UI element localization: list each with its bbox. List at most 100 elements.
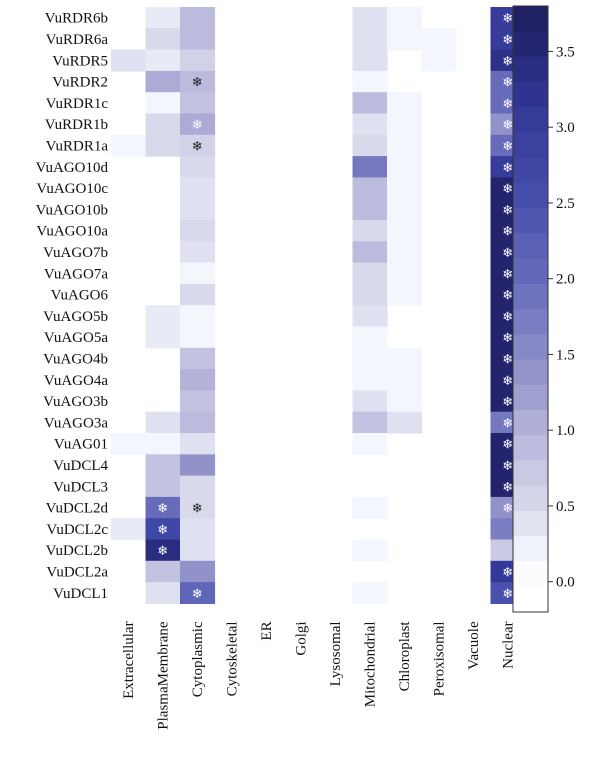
heatmap-cell <box>180 433 216 455</box>
heatmap-cell <box>180 70 216 93</box>
significance-asterisk: ❄ <box>502 246 513 261</box>
row-label: VuAGO5a <box>44 330 108 346</box>
heatmap-cell <box>180 28 216 51</box>
heatmap-cell <box>352 156 388 178</box>
heatmap-cell <box>387 390 423 413</box>
heatmap-cell <box>145 7 181 29</box>
significance-asterisk: ❄ <box>502 33 513 48</box>
row-label: VuRDR6a <box>46 32 109 48</box>
heatmap-cell <box>180 539 216 562</box>
row-label: VuDCL1 <box>53 586 108 602</box>
row-label: VuAGO10c <box>36 181 108 197</box>
heatmap-cell <box>352 539 388 562</box>
column-label: Cytoskeletal <box>225 621 241 696</box>
heatmap-cell <box>352 326 388 349</box>
significance-asterisk: ❄ <box>502 331 513 346</box>
colorbar-segment <box>513 435 548 461</box>
colorbar <box>512 5 549 613</box>
colorbar-segment <box>513 132 548 158</box>
row-label: VuAGO10d <box>36 160 109 176</box>
row-label: VuDCL2c <box>46 522 108 538</box>
heatmap-cell <box>180 198 216 221</box>
column-label: Mitochondrial <box>363 621 379 707</box>
heatmap-cell <box>180 560 216 583</box>
column-label: Extracellular <box>121 621 137 698</box>
colorbar-segment <box>513 157 548 184</box>
heatmap-cell <box>145 454 181 477</box>
significance-asterisk: ❄ <box>502 352 513 367</box>
significance-asterisk: ❄ <box>502 374 513 389</box>
heatmap-cell <box>352 369 388 391</box>
heatmap-cell <box>111 433 147 455</box>
heatmap-cell <box>145 496 181 519</box>
row-label: VuAGO6 <box>51 288 109 304</box>
heatmap-cell <box>145 326 181 349</box>
heatmap-cells <box>111 7 526 604</box>
column-label: Nuclear <box>501 621 517 668</box>
heatmap-cell <box>180 283 216 306</box>
significance-asterisk: ❄ <box>192 139 203 154</box>
heatmap-cell <box>180 518 216 541</box>
significance-asterisk: ❄ <box>502 97 513 112</box>
colorbar-segment <box>513 6 548 32</box>
significance-asterisk: ❄ <box>502 289 513 304</box>
heatmap-cell <box>352 283 388 306</box>
heatmap-cell <box>387 241 423 264</box>
heatmap-cell <box>387 156 423 178</box>
row-label: VuAGO3a <box>44 415 108 431</box>
colorbar-segment <box>513 359 548 386</box>
heatmap-cell <box>180 582 216 604</box>
colorbar-segment <box>513 586 548 613</box>
row-label: VuDCL4 <box>53 458 108 474</box>
colorbar-segment <box>513 182 548 209</box>
heatmap-cell <box>145 70 181 93</box>
heatmap-cell <box>352 70 388 93</box>
significance-asterisk: ❄ <box>502 587 513 602</box>
colorbar-tick-label: 1.0 <box>556 423 575 439</box>
colorbar-tick-label: 2.5 <box>556 196 575 212</box>
heatmap-cell <box>145 560 181 583</box>
significance-asterisk: ❄ <box>157 544 168 559</box>
heatmap-cell <box>352 220 388 242</box>
heatmap-cell <box>111 49 147 72</box>
heatmap-cell <box>180 241 216 264</box>
row-label: VuAGO4a <box>44 373 108 389</box>
colorbar-ticks: 3.5 3.0 2.5 2.0 1.5 1.0 0.5 0.0 <box>548 44 575 591</box>
significance-asterisk: ❄ <box>502 267 513 282</box>
row-label: VuRDR2 <box>52 75 108 91</box>
heatmap-cell <box>352 7 388 29</box>
heatmap-cell <box>352 411 388 434</box>
row-label: VuDCL3 <box>53 479 108 495</box>
heatmap-cell <box>387 28 423 51</box>
significance-asterisk: ❄ <box>502 310 513 325</box>
colorbar-segment <box>513 384 548 411</box>
column-label: PlasmaMembrane <box>156 621 172 730</box>
significance-asterisk: ❄ <box>502 161 513 176</box>
colorbar-segment <box>513 283 548 310</box>
heatmap-cell <box>180 411 216 434</box>
row-label: VuAGO4b <box>43 351 108 367</box>
row-label: VuDCL2d <box>46 501 109 517</box>
heatmap-cell <box>387 411 423 434</box>
heatmap-cell <box>387 92 423 115</box>
significance-asterisk: ❄ <box>192 118 203 133</box>
heatmap-cell <box>387 198 423 221</box>
heatmap-cell <box>180 220 216 242</box>
significance-asterisk: ❄ <box>502 139 513 154</box>
colorbar-segment <box>513 258 548 285</box>
heatmap-cell <box>387 7 423 29</box>
row-label: VuRDR1b <box>45 117 108 133</box>
heatmap-cell <box>145 28 181 51</box>
column-label: Peroxisomal <box>432 621 448 696</box>
heatmap-cell <box>180 177 216 200</box>
heatmap-cell <box>145 49 181 72</box>
significance-asterisk: ❄ <box>502 182 513 197</box>
colorbar-segment <box>513 561 548 588</box>
significance-asterisk: ❄ <box>502 459 513 474</box>
column-label: Golgi <box>294 621 310 655</box>
heatmap-cell <box>352 92 388 115</box>
column-label: Lysosomal <box>328 621 344 686</box>
significance-asterisk: ❄ <box>192 502 203 517</box>
heatmap-cell <box>387 134 423 157</box>
heatmap-cell <box>180 113 216 136</box>
